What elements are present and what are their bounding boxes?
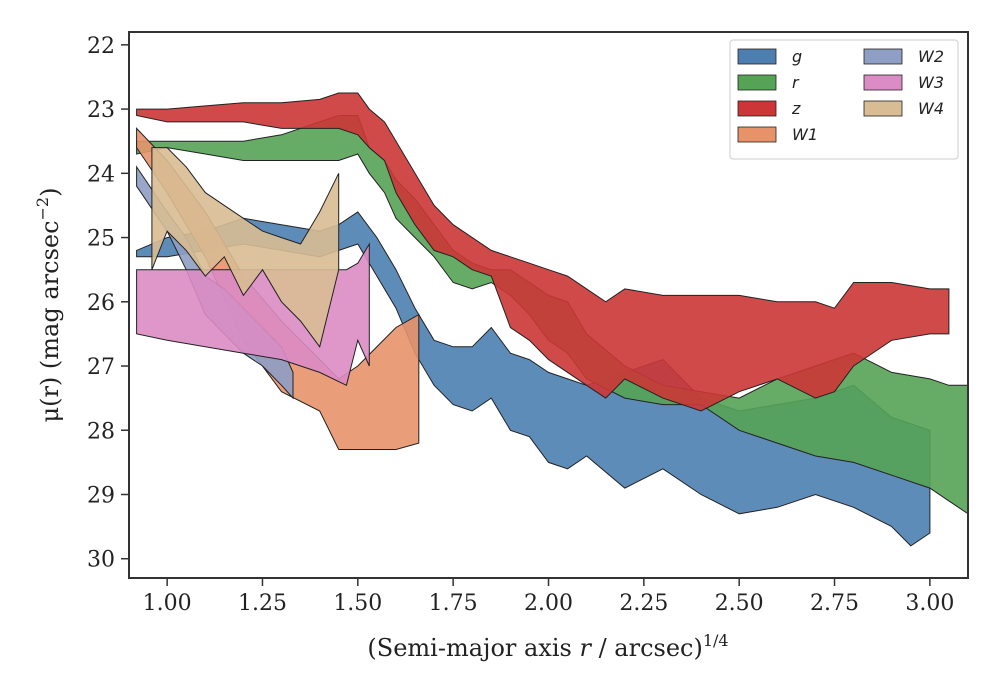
- legend-box: [729, 39, 959, 160]
- band-z: [136, 92, 950, 412]
- legend-swatch-w4: [863, 100, 903, 117]
- y-tick-label: 25: [87, 227, 115, 252]
- series-layer: [136, 92, 968, 547]
- band-g: [136, 211, 931, 547]
- x-tick-label: 2.00: [524, 591, 573, 616]
- legend-label-r: r: [792, 73, 800, 92]
- x-axis: 1.00 1.25 1.50 1.75 2.00 2.25 2.50 2.75 3.00: [143, 578, 954, 616]
- legend-label-w2: W2: [918, 47, 944, 66]
- x-tick-label: 1.00: [143, 591, 192, 616]
- x-tick-label: 2.25: [619, 591, 668, 616]
- legend-label-w1: W1: [792, 125, 818, 144]
- y-axis-label: μ(r) (mag arcsec−2): [33, 188, 64, 423]
- y-tick-label: 26: [87, 291, 115, 316]
- y-tick-label: 29: [87, 483, 115, 508]
- x-tick-label: 2.75: [810, 591, 859, 616]
- y-tick-label: 23: [87, 98, 115, 123]
- legend-label-w4: W4: [918, 99, 944, 118]
- band-w4: [151, 147, 340, 348]
- x-tick-label: 3.00: [905, 591, 954, 616]
- legend-swatch-w3: [863, 74, 903, 91]
- x-tick-label: 1.50: [333, 591, 382, 616]
- legend-label-z: z: [791, 99, 801, 118]
- y-tick-label: 24: [87, 162, 115, 187]
- legend-swatch-w2: [863, 48, 903, 65]
- y-tick-label: 22: [87, 34, 115, 59]
- legend: grz W1 W2 W3 W4: [729, 39, 959, 160]
- legend-swatch-z: [737, 100, 777, 117]
- legend-swatch-g: [737, 48, 777, 65]
- legend-label-w3: W3: [918, 73, 944, 92]
- legend-swatch-w1: [737, 126, 777, 143]
- y-tick-label: 27: [87, 355, 115, 380]
- y-tick-label: 28: [87, 419, 115, 444]
- legend-label-g: g: [792, 47, 802, 66]
- x-tick-label: 1.75: [429, 591, 478, 616]
- legend-swatch-r: [737, 74, 777, 91]
- x-tick-label: 2.50: [715, 591, 764, 616]
- y-axis: 22 23 24 25 26 27 28 29 30: [87, 34, 129, 573]
- x-axis-label: (Semi-major axis r / arcsec)1/4: [367, 631, 728, 662]
- y-tick-label: 30: [87, 548, 115, 573]
- x-tick-label: 1.25: [238, 591, 287, 616]
